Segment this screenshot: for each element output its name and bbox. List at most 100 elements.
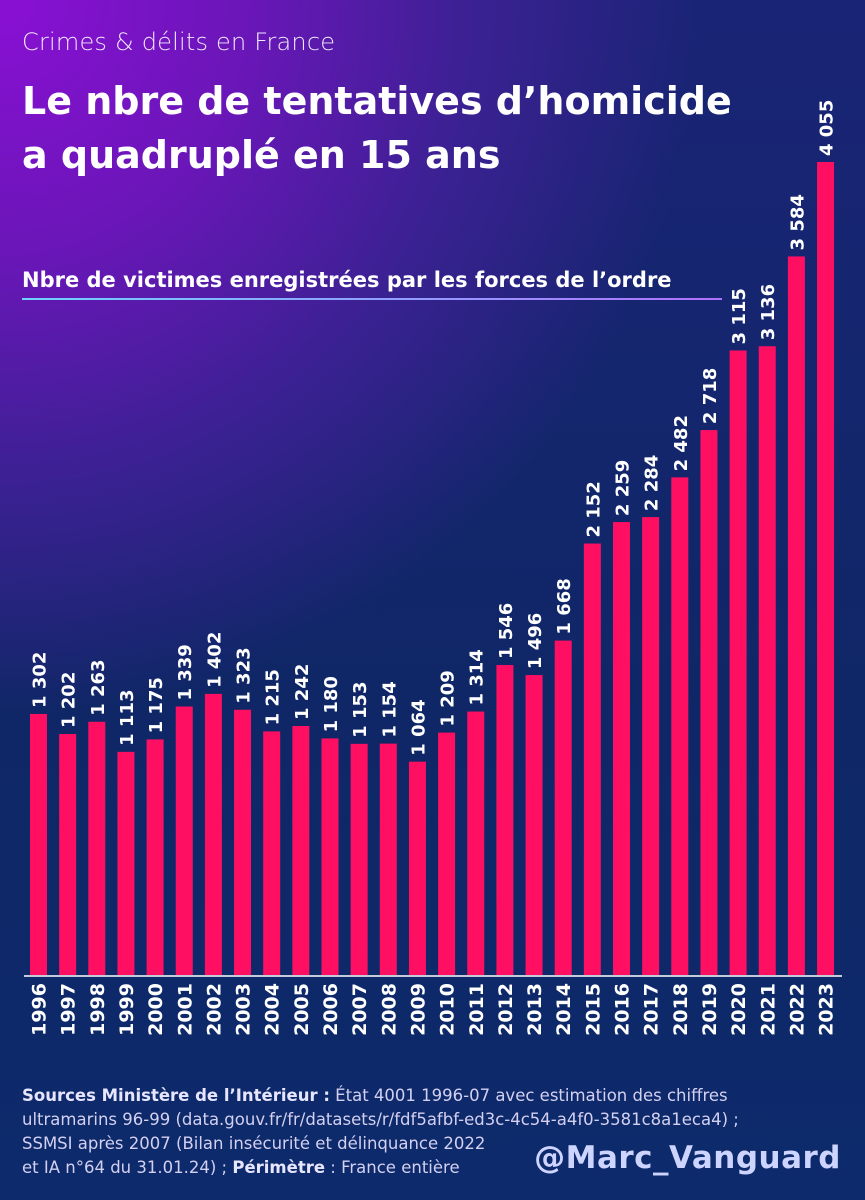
value-label-2006: 1 180 [321,676,342,732]
value-label-1997: 1 202 [59,672,80,728]
footer-line-1: Sources Ministère de l’Intérieur : État … [22,1084,842,1108]
bar-1999 [117,751,135,975]
chart-title: Nbre de victimes enregistrées par les fo… [22,268,672,292]
year-label-2015: 2015 [582,983,604,1036]
supertitle: Crimes & délits en France [22,28,336,56]
value-label-2023: 4 055 [817,100,838,156]
bar-2015 [583,543,601,975]
footer-line-4-text: et IA n°64 du 31.01.24) ; [22,1158,233,1177]
year-label-2005: 2005 [291,983,313,1036]
bar-1998 [88,721,106,975]
bar-1997 [59,734,77,975]
year-label-2009: 2009 [407,983,429,1036]
year-label-2000: 2000 [145,983,167,1036]
perimetre-text: : France entière [325,1158,460,1177]
value-label-2008: 1 154 [379,681,400,737]
year-label-2008: 2008 [378,983,400,1036]
bar-2004 [263,731,281,975]
year-label-1998: 1998 [87,983,109,1036]
year-label-1999: 1999 [116,983,138,1036]
value-label-2022: 3 584 [787,194,808,250]
value-label-2004: 1 215 [263,669,284,725]
value-label-2019: 2 718 [700,368,721,424]
year-label-2010: 2010 [437,983,459,1036]
year-label-2020: 2020 [728,983,750,1036]
bar-2019 [700,430,718,975]
value-label-2013: 1 496 [525,613,546,669]
title-line-2: a quadruplé en 15 ans [22,133,501,177]
bar-2013 [525,675,543,975]
value-label-2021: 3 136 [758,284,779,340]
bar-2020 [729,350,747,975]
bar-2001 [175,706,193,975]
year-label-2019: 2019 [699,983,721,1036]
value-label-2009: 1 064 [408,699,429,755]
year-label-2004: 2004 [262,983,284,1036]
bar-2016 [613,522,630,975]
bar-2000 [146,739,164,975]
sources-footer: Sources Ministère de l’Intérieur : État … [22,1084,842,1180]
value-label-2014: 1 668 [554,578,575,634]
year-label-1996: 1996 [29,983,51,1036]
year-label-2006: 2006 [320,983,342,1036]
value-label-2012: 1 546 [496,603,517,659]
year-label-2022: 2022 [786,983,808,1036]
year-label-2023: 2023 [816,983,838,1036]
bar-2018 [671,477,689,975]
year-label-2013: 2013 [524,983,546,1036]
year-label-2001: 2001 [174,983,196,1036]
bar-1996 [30,713,47,975]
bar-2007 [350,743,368,975]
value-label-2010: 1 209 [438,670,459,726]
bar-2017 [642,517,660,975]
year-label-2014: 2014 [553,983,575,1036]
author-handle: @Marc_Vanguard [534,1140,841,1176]
value-label-2007: 1 153 [350,681,371,737]
value-label-1999: 1 113 [117,689,138,745]
sources-text: État 4001 1996-07 avec estimation des ch… [329,1086,728,1105]
value-label-1998: 1 263 [88,659,109,715]
year-label-2011: 2011 [466,983,488,1036]
value-label-2000: 1 175 [146,677,167,733]
bar-2023 [817,162,835,975]
value-label-2016: 2 259 [613,460,634,516]
year-label-2021: 2021 [757,983,779,1036]
bar-2011 [467,711,485,975]
year-label-2012: 2012 [495,983,517,1036]
sources-label: Sources Ministère de l’Intérieur : [22,1086,330,1105]
value-label-2001: 1 339 [175,644,196,700]
value-label-2002: 1 402 [204,632,225,688]
title-line-1: Le nbre de tentatives d’homicide [22,79,732,123]
bar-2010 [438,732,456,975]
bar-2006 [321,738,339,975]
year-label-2007: 2007 [349,983,371,1036]
footer-line-2: ultramarins 96-99 (data.gouv.fr/fr/datas… [22,1110,739,1129]
value-label-2017: 2 284 [642,455,663,511]
year-label-2016: 2016 [612,983,634,1036]
bar-2003 [234,709,252,975]
value-label-2003: 1 323 [234,647,255,703]
footer-line-4: et IA n°64 du 31.01.24) ; Périmètre : Fr… [22,1156,842,1180]
footer-line-3: SSMSI après 2007 (Bilan insécurité et dé… [22,1134,486,1153]
bar-2005 [292,725,310,975]
bar-2022 [787,256,805,975]
bar-2014 [554,640,572,975]
year-label-2018: 2018 [670,983,692,1036]
perimetre-label: Périmètre [232,1158,326,1177]
value-label-2020: 3 115 [729,288,750,344]
bar-2008 [379,743,397,975]
year-label-2017: 2017 [641,983,663,1036]
value-label-2015: 2 152 [583,481,604,537]
chart-title-underline [22,298,722,300]
bar-2002 [204,693,222,975]
year-label-1997: 1997 [58,983,80,1036]
bar-2012 [496,665,514,975]
page-title: Le nbre de tentatives d’homicide a quadr… [22,74,802,182]
year-label-2002: 2002 [203,983,225,1036]
year-label-2003: 2003 [233,983,255,1036]
value-label-2011: 1 314 [467,649,488,705]
bar-2009 [408,761,426,975]
bar-2021 [758,346,776,975]
